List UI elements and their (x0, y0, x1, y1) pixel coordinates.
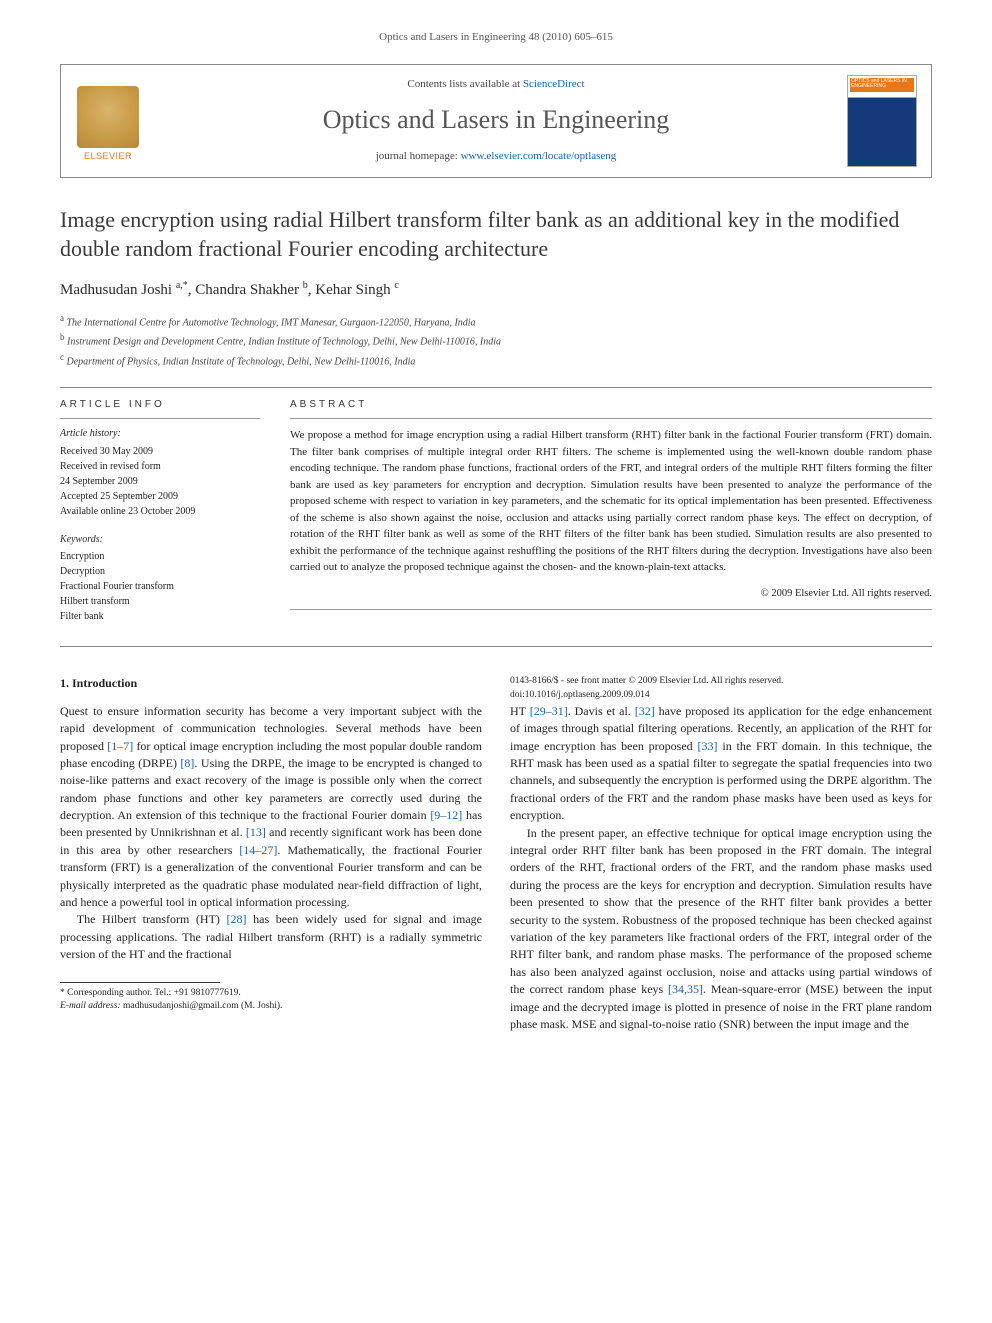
authors-line: Madhusudan Joshi a,*, Chandra Shakher b,… (60, 279, 932, 302)
journal-cover-text: OPTICS and LASERS IN ENGINEERING (851, 79, 916, 90)
footnote-block: * Corresponding author. Tel.: +91 981077… (60, 982, 482, 1015)
homepage-link[interactable]: www.elsevier.com/locate/optlaseng (461, 150, 617, 162)
front-matter-footer: 0143-8166/$ - see front matter © 2009 El… (510, 675, 932, 703)
affiliation-c: c Department of Physics, Indian Institut… (60, 351, 932, 369)
affiliation-b: b Instrument Design and Development Cent… (60, 331, 932, 349)
body-text: 1. Introduction Quest to ensure informat… (60, 675, 932, 1033)
elsevier-logo: ELSEVIER (71, 79, 145, 163)
divider (60, 387, 932, 388)
article-history-label: Article history: (60, 427, 260, 442)
abstract-head: ABSTRACT (290, 398, 932, 413)
running-head: Optics and Lasers in Engineering 48 (201… (60, 30, 932, 46)
email-line: E-mail address: madhusudanjoshi@gmail.co… (60, 1000, 482, 1014)
contents-prefix: Contents lists available at (407, 78, 522, 90)
keyword: Encryption (60, 549, 260, 564)
keyword: Decryption (60, 564, 260, 579)
article-meta-row: ARTICLE INFO Article history: Received 3… (60, 398, 932, 625)
journal-cover-thumbnail: OPTICS and LASERS IN ENGINEERING (847, 75, 917, 167)
keywords-list: Encryption Decryption Fractional Fourier… (60, 549, 260, 624)
history-item: 24 September 2009 (60, 474, 260, 489)
history-item: Received 30 May 2009 (60, 444, 260, 459)
header-center: Contents lists available at ScienceDirec… (159, 77, 833, 165)
article-info-column: ARTICLE INFO Article history: Received 3… (60, 398, 260, 625)
abstract-copyright: © 2009 Elsevier Ltd. All rights reserved… (290, 586, 932, 601)
journal-header: ELSEVIER Contents lists available at Sci… (60, 64, 932, 178)
email-address: madhusudanjoshi@gmail.com (M. Joshi). (123, 1001, 282, 1011)
contents-available-line: Contents lists available at ScienceDirec… (159, 77, 833, 93)
keyword: Fractional Fourier transform (60, 579, 260, 594)
paragraph: HT [29–31]. Davis et al. [32] have propo… (510, 703, 932, 825)
keyword: Filter bank (60, 609, 260, 624)
homepage-prefix: journal homepage: (376, 150, 461, 162)
affiliations: a The International Centre for Automotiv… (60, 312, 932, 369)
article-info-head: ARTICLE INFO (60, 398, 260, 413)
keyword: Hilbert transform (60, 594, 260, 609)
paragraph: In the present paper, an effective techn… (510, 825, 932, 1034)
elsevier-wordmark: ELSEVIER (84, 150, 132, 163)
sciencedirect-link[interactable]: ScienceDirect (523, 78, 585, 90)
section-1-head: 1. Introduction (60, 675, 482, 692)
email-label: E-mail address: (60, 1001, 121, 1011)
keywords-label: Keywords: (60, 533, 260, 548)
homepage-line: journal homepage: www.elsevier.com/locat… (159, 149, 833, 165)
article-history-list: Received 30 May 2009 Received in revised… (60, 444, 260, 519)
abstract-text: We propose a method for image encryption… (290, 427, 932, 576)
doi-line: doi:10.1016/j.optlaseng.2009.09.014 (510, 689, 932, 703)
history-item: Available online 23 October 2009 (60, 504, 260, 519)
paragraph: Quest to ensure information security has… (60, 703, 482, 912)
journal-name: Optics and Lasers in Engineering (159, 101, 833, 139)
elsevier-tree-icon (77, 86, 139, 148)
divider (60, 646, 932, 647)
history-item: Accepted 25 September 2009 (60, 489, 260, 504)
history-item: Received in revised form (60, 459, 260, 474)
paragraph: The Hilbert transform (HT) [28] has been… (60, 911, 482, 963)
affiliation-a: a The International Centre for Automotiv… (60, 312, 932, 330)
issn-line: 0143-8166/$ - see front matter © 2009 El… (510, 675, 932, 689)
abstract-column: ABSTRACT We propose a method for image e… (290, 398, 932, 625)
article-title: Image encryption using radial Hilbert tr… (60, 206, 932, 263)
corresponding-author: * Corresponding author. Tel.: +91 981077… (60, 987, 482, 1001)
